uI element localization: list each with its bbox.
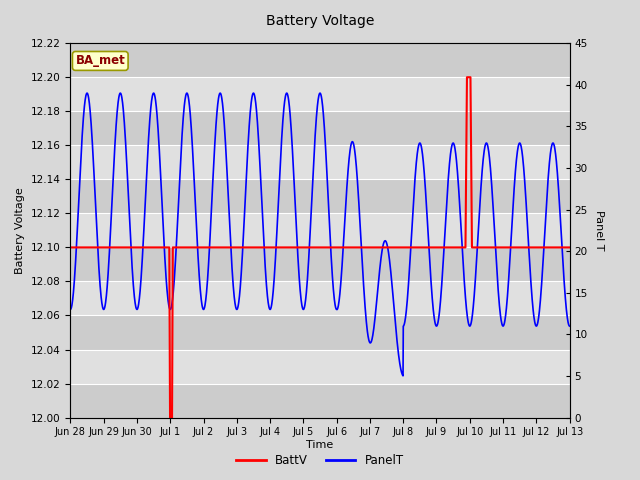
Bar	[70, 180, 570, 214]
Bar	[70, 43, 570, 77]
Bar	[70, 281, 570, 315]
Bar	[70, 214, 570, 247]
Bar	[70, 315, 570, 349]
Text: Battery Voltage: Battery Voltage	[266, 14, 374, 28]
Bar	[70, 111, 570, 145]
Y-axis label: Panel T: Panel T	[595, 210, 604, 251]
Y-axis label: Battery Voltage: Battery Voltage	[15, 187, 25, 274]
Bar	[70, 384, 570, 418]
Bar	[70, 77, 570, 111]
Bar	[70, 349, 570, 384]
Text: BA_met: BA_met	[76, 54, 125, 67]
Legend: BattV, PanelT: BattV, PanelT	[232, 449, 408, 472]
Bar	[70, 247, 570, 281]
X-axis label: Time: Time	[307, 440, 333, 450]
Bar	[70, 145, 570, 180]
